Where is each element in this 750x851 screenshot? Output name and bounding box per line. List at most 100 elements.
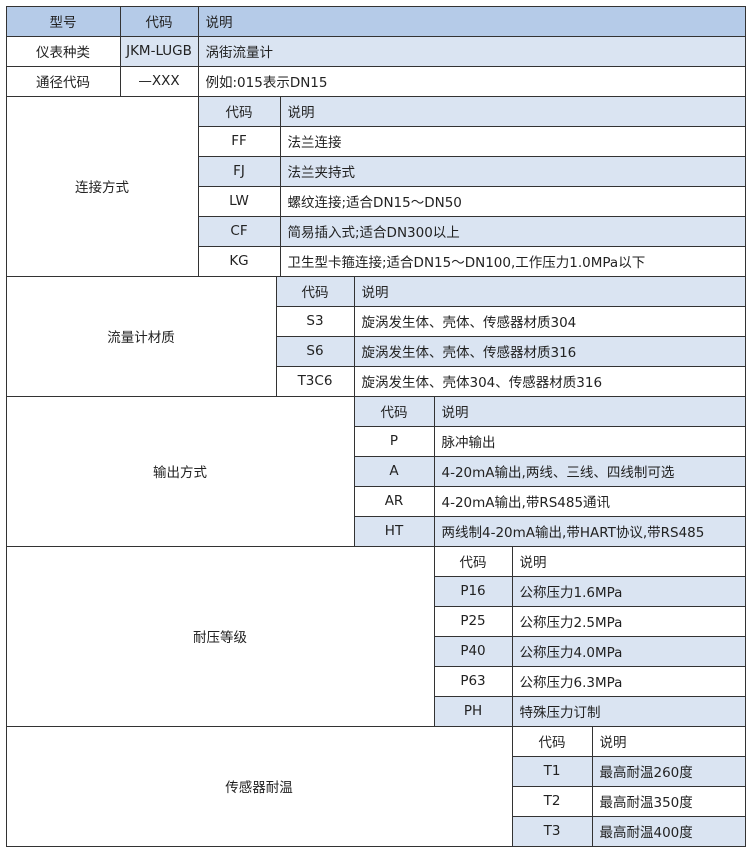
description-cell-text: 螺纹连接;适合DN15～DN50 [287,195,462,211]
code-cell: T3 [511,815,593,847]
description-cell-text: 4-20mA输出,两线、三线、四线制可选 [441,465,675,481]
code-cell: FJ [197,155,281,187]
header-cell-text: 型号 [49,15,77,31]
code-header-text: 代码 [301,285,329,301]
header-cell: 型号 [5,5,121,37]
description-header: 说明 [433,395,746,427]
description-cell: 例如:015表示DN15 [197,65,746,97]
code-cell-text: P63 [460,673,486,689]
description-cell-text: 法兰夹持式 [287,165,356,181]
code-cell: CF [197,215,281,247]
code-cell: S3 [275,305,355,337]
code-cell-text: S6 [306,343,324,359]
code-cell-text: T1 [543,763,561,779]
description-cell-text: 法兰连接 [287,135,342,151]
code-cell-text: A [389,463,399,479]
code-cell: P40 [433,635,513,667]
description-cell-text: 涡街流量计 [205,45,274,61]
code-header: 代码 [511,725,593,757]
field-label-text: 仪表种类 [36,45,90,61]
description-cell-text: 例如:015表示DN15 [205,75,328,91]
description-header-text: 说明 [287,105,315,121]
description-cell-text: 卫生型卡箍连接;适合DN15～DN100,工作压力1.0MPa以下 [287,255,646,271]
code-cell: T3C6 [275,365,355,397]
description-cell-text: 旋涡发生体、壳体304、传感器材质316 [361,375,603,391]
description-cell: 公称压力4.0MPa [511,635,746,667]
code-header: 代码 [197,95,281,127]
description-cell-text: 旋涡发生体、壳体、传感器材质304 [361,315,577,331]
description-cell: 最高耐温260度 [591,755,746,787]
code-cell-text: T3 [543,823,561,839]
code-cell-text: P25 [460,613,486,629]
description-cell: 旋涡发生体、壳体304、传感器材质316 [353,365,746,397]
code-cell: P16 [433,575,513,607]
header-cell: 说明 [197,5,746,37]
code-header: 代码 [353,395,435,427]
description-cell: 螺纹连接;适合DN15～DN50 [279,185,746,217]
code-cell-text: KG [229,253,249,269]
description-cell: 最高耐温350度 [591,785,746,817]
description-cell: 简易插入式;适合DN300以上 [279,215,746,247]
description-cell: 特殊压力订制 [511,695,746,727]
code-cell: —XXX [119,65,199,97]
description-cell-text: 旋涡发生体、壳体、传感器材质316 [361,345,577,361]
section-label: 传感器耐温 [5,725,513,847]
code-cell: P25 [433,605,513,637]
code-cell: JKM-LUGB [119,35,199,67]
header-cell: 代码 [119,5,199,37]
code-cell: FF [197,125,281,157]
code-cell-text: AR [384,493,404,509]
code-cell: P63 [433,665,513,697]
section-label-text: 流量计材质 [107,330,175,346]
description-cell-text: 简易插入式;适合DN300以上 [287,225,460,241]
code-cell-text: JKM-LUGB [126,43,192,59]
section-label-text: 耐压等级 [193,630,247,646]
field-label-text: 通径代码 [36,75,90,91]
description-cell-text: 公称压力6.3MPa [519,675,623,691]
code-cell-text: P [389,433,399,449]
code-cell: AR [353,485,435,517]
section-label: 输出方式 [5,395,355,547]
description-cell-text: 公称压力1.6MPa [519,585,623,601]
code-cell: A [353,455,435,487]
description-cell: 公称压力6.3MPa [511,665,746,697]
section-label-text: 输出方式 [153,465,207,481]
field-label: 仪表种类 [5,35,121,67]
description-cell-text: 4-20mA输出,带RS485通讯 [441,495,611,511]
code-header-text: 代码 [538,735,566,751]
code-header-text: 代码 [380,405,408,421]
code-cell-text: LW [229,193,249,209]
code-cell-text: S3 [306,313,324,329]
description-cell-text: 公称压力2.5MPa [519,615,623,631]
section-label: 耐压等级 [5,545,435,727]
code-cell: LW [197,185,281,217]
code-cell-text: —XXX [138,73,180,89]
code-cell-text: PH [463,703,483,719]
code-cell-text: P16 [460,583,486,599]
description-header-text: 说明 [519,555,547,571]
description-cell-text: 最高耐温400度 [599,825,693,841]
description-header-text: 说明 [599,735,627,751]
description-header: 说明 [279,95,746,127]
code-header: 代码 [275,275,355,307]
description-cell: 法兰夹持式 [279,155,746,187]
description-cell: 法兰连接 [279,125,746,157]
code-cell-text: T3C6 [297,373,333,389]
description-header: 说明 [353,275,746,307]
code-cell: S6 [275,335,355,367]
code-cell-text: T2 [543,793,561,809]
code-cell-text: CF [230,223,248,239]
code-cell: KG [197,245,281,277]
description-cell-text: 最高耐温350度 [599,795,693,811]
description-cell: 4-20mA输出,带RS485通讯 [433,485,746,517]
description-cell: 卫生型卡箍连接;适合DN15～DN100,工作压力1.0MPa以下 [279,245,746,277]
description-cell: 两线制4-20mA输出,带HART协议,带RS485 [433,515,746,547]
section-label: 连接方式 [5,95,199,277]
description-header-text: 说明 [441,405,469,421]
code-cell-text: P40 [460,643,486,659]
section-label-text: 传感器耐温 [225,780,293,796]
description-header: 说明 [511,545,746,577]
code-cell: T2 [511,785,593,817]
code-cell: T1 [511,755,593,787]
